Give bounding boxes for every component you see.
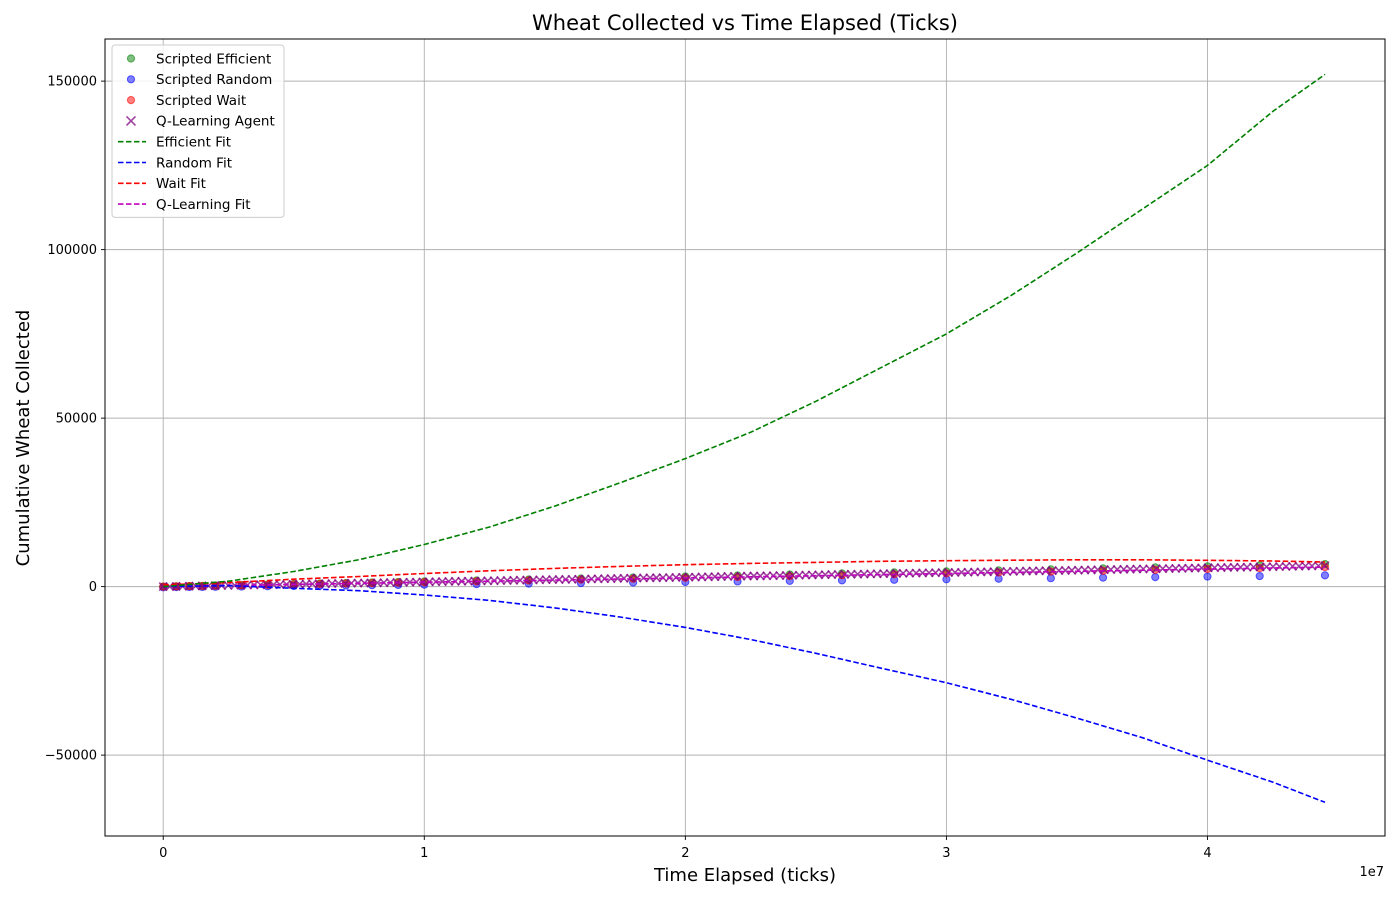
y-tick-label: 150000 bbox=[47, 75, 97, 90]
legend-marker bbox=[126, 54, 136, 63]
scripted-random-point bbox=[1255, 571, 1264, 581]
legend-label: Scripted Wait bbox=[156, 93, 246, 109]
y-axis-label: Cumulative Wheat Collected bbox=[13, 310, 34, 567]
scripted-random-point bbox=[1098, 573, 1108, 582]
legend-label: Q-Learning Fit bbox=[156, 197, 251, 213]
q-learning-agent-point bbox=[1320, 561, 1330, 571]
legend-marker bbox=[126, 75, 136, 84]
random-fit-line bbox=[163, 584, 1326, 804]
plot-area bbox=[158, 73, 1330, 804]
x-tick-label: 3 bbox=[942, 846, 950, 861]
legend-label: Scripted Random bbox=[156, 72, 272, 88]
x-tick-label: 0 bbox=[159, 846, 167, 861]
ticks: 0 1 2 3 4 −50000 0 50000 100000 150000 bbox=[45, 75, 1212, 861]
x-axis-label: Time Elapsed (ticks) bbox=[653, 865, 836, 886]
q-learning-fit-line bbox=[163, 566, 1326, 588]
x-tick-label: 2 bbox=[681, 846, 689, 861]
y-tick-label: 100000 bbox=[47, 243, 97, 258]
legend-box bbox=[111, 44, 285, 218]
legend-label: Efficient Fit bbox=[156, 135, 231, 151]
legend-label: Scripted Efficient bbox=[156, 51, 271, 67]
x-tick-label: 4 bbox=[1203, 846, 1211, 861]
x-tick-label: 1 bbox=[420, 846, 428, 861]
efficient-fit-line bbox=[163, 73, 1326, 588]
y-tick-label: −50000 bbox=[45, 749, 97, 764]
scripted-random-point bbox=[1203, 572, 1212, 581]
grid bbox=[105, 39, 1385, 836]
axes-frame bbox=[104, 38, 1386, 837]
wait-fit-line bbox=[163, 559, 1326, 586]
legend-label: Q-Learning Agent bbox=[156, 114, 275, 130]
legend-label: Random Fit bbox=[156, 155, 232, 171]
legend-label: Wait Fit bbox=[156, 176, 206, 192]
chart-title: Wheat Collected vs Time Elapsed (Ticks) bbox=[532, 11, 958, 35]
x-axis-offset-text: 1e7 bbox=[1359, 865, 1384, 880]
y-tick-label: 50000 bbox=[56, 412, 97, 427]
scripted-random-point bbox=[1320, 571, 1330, 580]
legend-marker bbox=[126, 96, 136, 105]
legend: Scripted Efficient Scripted Random Scripte… bbox=[111, 44, 285, 218]
y-tick-label: 0 bbox=[89, 580, 97, 595]
legend-marker bbox=[125, 115, 137, 126]
scripted-random-point bbox=[1151, 573, 1160, 582]
